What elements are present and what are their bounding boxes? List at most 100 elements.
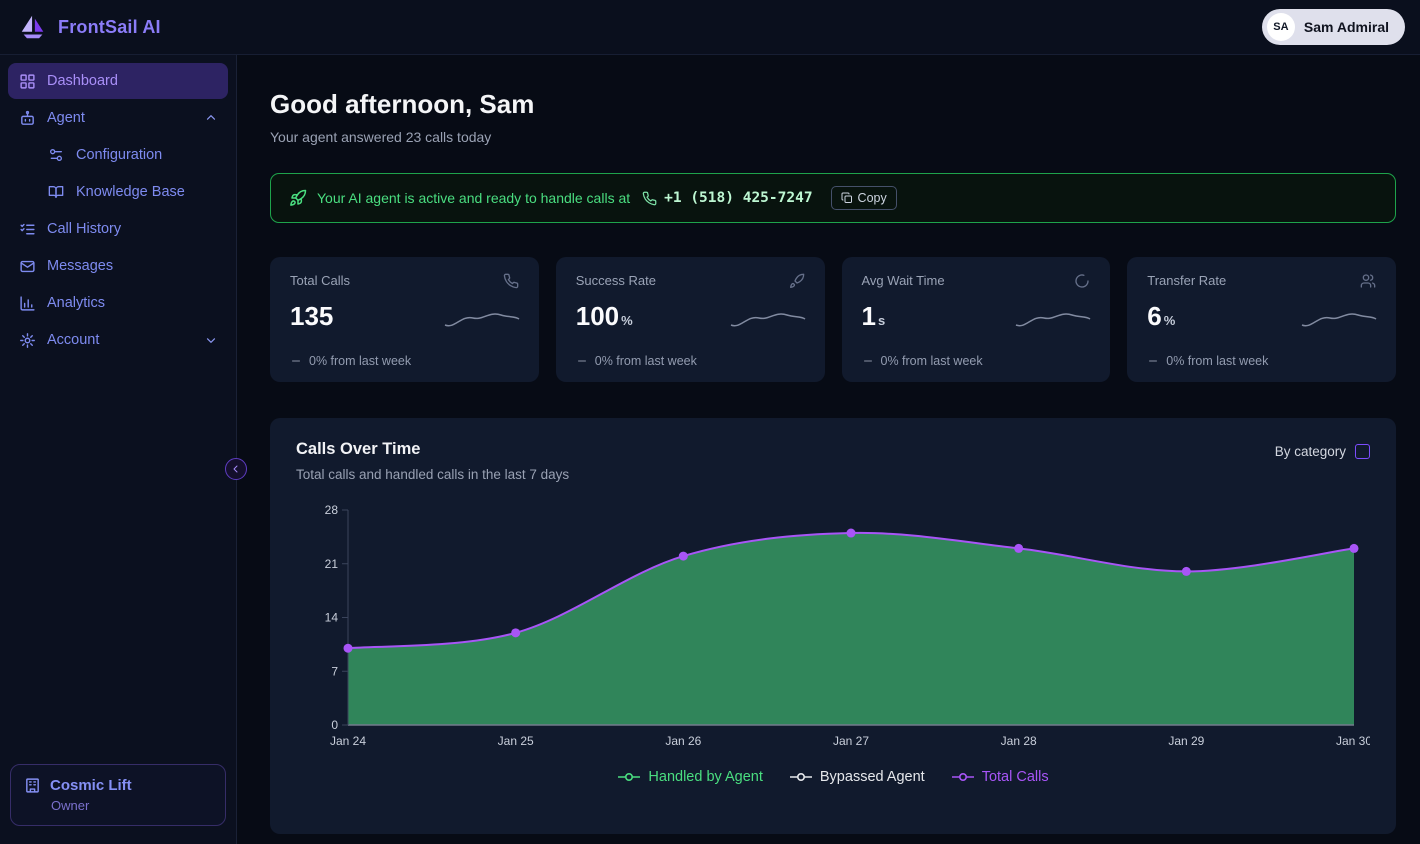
brand-name: FrontSail AI [58, 16, 161, 37]
stat-value: 6 [1147, 301, 1162, 331]
stat-card-avg-wait-time: Avg Wait Time 1 s 0% from last week [841, 257, 1111, 382]
sidebar-item-label: Analytics [47, 295, 106, 311]
sidebar-item-call-history[interactable]: Call History [8, 211, 228, 247]
legend-label: Handled by Agent [648, 769, 763, 785]
svg-text:14: 14 [325, 611, 339, 625]
svg-text:Jan 24: Jan 24 [330, 734, 366, 748]
phone-number: +1 (518) 425-7247 [664, 190, 813, 206]
stat-label: Transfer Rate [1147, 273, 1227, 288]
app-shell: Dashboard Agent Configuration [0, 55, 1420, 844]
phone-icon [642, 191, 657, 206]
copy-button[interactable]: Copy [830, 186, 897, 210]
sidebar-item-configuration[interactable]: Configuration [37, 137, 228, 173]
copy-button-label: Copy [857, 191, 887, 205]
svg-text:Jan 29: Jan 29 [1168, 734, 1204, 748]
chevron-down-icon [204, 333, 218, 347]
org-role: Owner [51, 798, 90, 813]
stat-delta-text: 0% from last week [880, 354, 983, 368]
org-card[interactable]: Cosmic Lift Owner [10, 764, 226, 826]
stat-delta: 0% from last week [290, 354, 411, 368]
avatar: SA [1266, 13, 1295, 41]
stat-delta-text: 0% from last week [309, 354, 412, 368]
stat-label: Success Rate [575, 273, 656, 288]
by-category-toggle[interactable]: By category [1275, 444, 1370, 459]
calls-over-time-card: Calls Over Time Total calls and handled … [270, 418, 1396, 834]
loader-icon [1074, 273, 1090, 289]
legend-marker-icon [618, 772, 641, 782]
by-category-label: By category [1274, 444, 1346, 459]
legend-label: Bypassed Agent [819, 769, 925, 785]
svg-text:Jan 30: Jan 30 [1336, 734, 1370, 748]
sparkline [1301, 313, 1377, 327]
grid-icon [18, 72, 36, 90]
bar-chart-icon [18, 294, 36, 312]
svg-text:Jan 27: Jan 27 [833, 734, 869, 748]
page-subtitle: Your agent answered 23 calls today [270, 129, 492, 145]
main-content: Good afternoon, Sam Your agent answered … [237, 55, 1420, 844]
building-icon [24, 777, 41, 794]
stat-card-success-rate: Success Rate 100 % 0% from last week [555, 257, 825, 382]
minus-icon [1147, 355, 1159, 367]
chevron-up-icon [204, 111, 218, 125]
sidebar-item-account[interactable]: Account [8, 322, 228, 358]
sidebar-item-agent[interactable]: Agent [8, 100, 228, 136]
chevron-left-icon [230, 463, 242, 475]
svg-text:28: 28 [325, 503, 339, 517]
sidebar-collapse-button[interactable] [225, 458, 247, 480]
sidebar-item-messages[interactable]: Messages [8, 248, 228, 284]
legend-total-calls: Total Calls [951, 769, 1049, 785]
stat-unit: % [621, 313, 633, 328]
svg-text:Jan 28: Jan 28 [1001, 734, 1037, 748]
calls-chart-svg: 0 7 14 21 28 Jan 24 Jan 25 Jan 26 Jan 27 Jan 28 Ja… [325, 503, 1370, 748]
user-name: Sam Admiral [1303, 19, 1389, 35]
sailboat-logo-icon [18, 12, 48, 42]
org-name: Cosmic Lift [50, 777, 132, 794]
stat-delta: 0% from last week [862, 354, 983, 368]
user-menu[interactable]: SA Sam Admiral [1261, 9, 1405, 45]
stat-label: Avg Wait Time [861, 273, 945, 288]
list-checks-icon [18, 220, 36, 238]
chart-title: Calls Over Time [296, 440, 421, 458]
stat-unit: % [1163, 313, 1176, 328]
stat-delta: 0% from last week [1147, 354, 1268, 368]
page-title: Good afternoon, Sam [270, 89, 535, 119]
sidebar-nav: Dashboard Agent Configuration [8, 63, 228, 359]
minus-icon [576, 355, 588, 367]
stat-delta-text: 0% from last week [1166, 354, 1269, 368]
svg-text:7: 7 [331, 664, 338, 678]
svg-text:21: 21 [325, 557, 339, 571]
sidebar-item-knowledge-base[interactable]: Knowledge Base [37, 174, 228, 210]
sliders-icon [47, 146, 65, 164]
stat-value: 1 [861, 301, 876, 331]
rocket-icon [289, 189, 307, 207]
svg-text:Jan 25: Jan 25 [498, 734, 534, 748]
stat-label: Total Calls [290, 273, 350, 288]
sparkline [730, 313, 805, 327]
sidebar-item-label: Account [47, 332, 100, 348]
stat-delta: 0% from last week [576, 354, 697, 368]
sparkline [1015, 313, 1091, 327]
legend-marker-icon [789, 772, 812, 782]
stat-card-transfer-rate: Transfer Rate 6 % 0% from last week [1127, 257, 1396, 382]
sidebar-item-label: Configuration [76, 147, 163, 163]
legend-marker-icon [951, 772, 974, 782]
topbar: FrontSail AI SA Sam Admiral [0, 0, 1420, 55]
stat-unit: s [877, 313, 886, 328]
minus-icon [290, 355, 302, 367]
chart-legend: Handled by Agent Bypassed Agent Total Ca… [296, 769, 1370, 785]
sidebar: Dashboard Agent Configuration [0, 55, 247, 844]
svg-text:0: 0 [331, 718, 338, 732]
stat-delta-text: 0% from last week [594, 354, 697, 368]
sidebar-item-dashboard[interactable]: Dashboard [8, 63, 228, 99]
banner-message: Your AI agent is active and ready to han… [317, 190, 631, 206]
users-icon [1360, 273, 1376, 289]
sidebar-item-analytics[interactable]: Analytics [8, 285, 228, 321]
mail-icon [18, 257, 36, 275]
by-category-checkbox[interactable] [1355, 444, 1370, 459]
rocket-icon [789, 273, 805, 289]
copy-icon [841, 192, 853, 204]
sidebar-item-label: Call History [47, 221, 122, 237]
stats-row: Total Calls 135 0% from last week Succes… [270, 257, 1396, 382]
agent-status-banner: Your AI agent is active and ready to han… [270, 173, 1396, 223]
svg-text:Jan 26: Jan 26 [665, 734, 701, 748]
